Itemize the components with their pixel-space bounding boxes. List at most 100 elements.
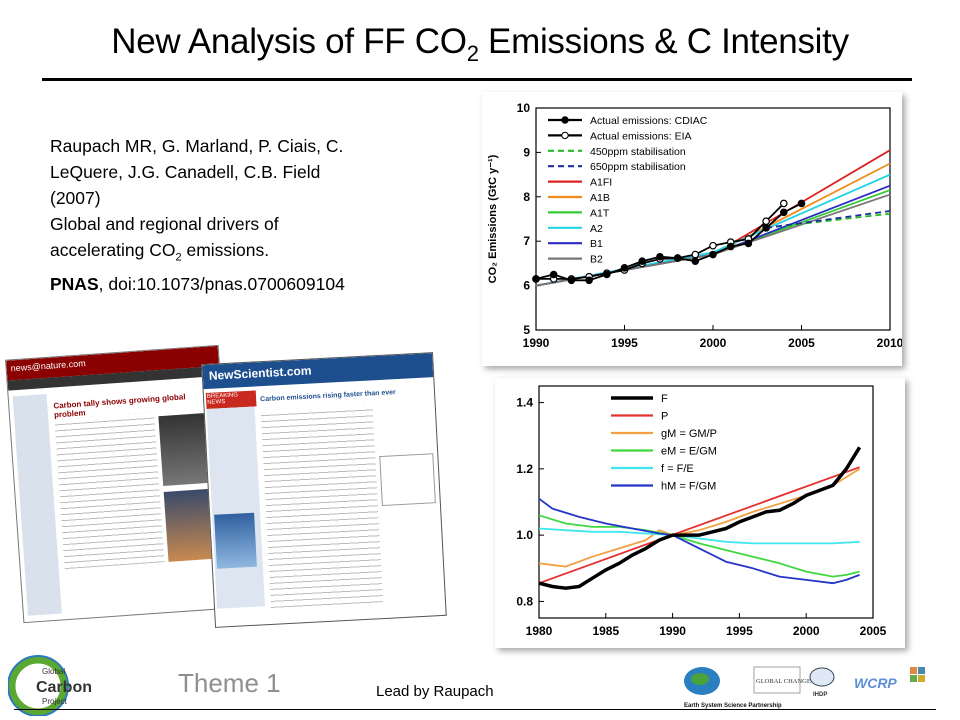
- citation-line: LeQuere, J.G. Canadell, C.B. Field: [50, 162, 321, 182]
- y-tick-label: 9: [523, 145, 530, 159]
- logo-text-project: Project: [42, 697, 68, 706]
- data-point: [797, 199, 806, 208]
- title-underline: [42, 78, 912, 81]
- logo-text-carbon: Carbon: [36, 679, 92, 696]
- data-point: [567, 276, 576, 285]
- x-tick-label: 2010: [877, 336, 902, 350]
- series-line: [538, 497, 860, 585]
- legend-label: gM = GM/P: [661, 428, 717, 440]
- data-point: [638, 257, 647, 265]
- newscientist-header: NewScientist.com: [202, 353, 434, 390]
- data-point: [779, 208, 788, 217]
- data-point: [762, 217, 770, 226]
- x-tick-label: 1995: [726, 624, 753, 638]
- intensity-chart: 1980 1985 1990 1995 2000 2005 0.8 1.0 1.2 1.4 FPgM…: [495, 378, 905, 648]
- series-line: [538, 514, 860, 578]
- y-tick-label: 6: [523, 279, 530, 293]
- data-point: [603, 270, 611, 279]
- y-tick-label: 1.2: [516, 462, 533, 476]
- diversitas-icon: [910, 667, 925, 682]
- x-tick-label: 1985: [592, 624, 619, 638]
- legend-label: A1B: [590, 192, 610, 204]
- data-point: [691, 257, 700, 265]
- data-point: [744, 239, 753, 248]
- global-carbon-project-logo: Global Carbon Project: [8, 655, 92, 716]
- x-tick-label: 2000: [700, 336, 727, 350]
- citation-line: accelerating CO2 emissions.: [50, 237, 450, 271]
- y-tick-label: 5: [523, 323, 530, 337]
- legend-label: eM = E/GM: [661, 446, 717, 458]
- y-tick-label: 7: [523, 234, 530, 248]
- data-point: [691, 250, 700, 259]
- y-tick-label: 1.0: [516, 528, 533, 542]
- logo-text-global: Global: [42, 667, 65, 676]
- partner-logos: Earth System Science Partnership GLOBAL …: [684, 666, 925, 709]
- ihdp-label: IHDP: [813, 692, 827, 698]
- y-tick-label: 0.8: [516, 594, 533, 608]
- data-point: [549, 270, 558, 279]
- citation-text: emissions.: [181, 240, 270, 260]
- emissions-chart: 1990 1995 2000 2005 2010 5 6 7 8 9 10 CO₂ Emissions…: [482, 92, 902, 366]
- legend-label: f = F/E: [661, 463, 694, 475]
- igbp-label: GLOBAL CHANGE: [756, 678, 811, 685]
- y-axis-label: CO₂ Emissions (GtC y⁻¹): [487, 154, 499, 283]
- series-line: [538, 466, 860, 585]
- essp-globe-icon: [684, 667, 720, 695]
- legend-label: hM = F/GM: [661, 481, 716, 493]
- data-point: [726, 242, 735, 251]
- data-point: [709, 250, 717, 259]
- legend-marker: [561, 131, 569, 140]
- legend-label: A2: [590, 223, 603, 235]
- slide-title: New Analysis of FF CO2 Emissions & C Int…: [0, 22, 960, 67]
- x-tick-label: 1995: [611, 336, 638, 350]
- legend-label: F: [661, 393, 668, 405]
- data-point: [532, 275, 540, 283]
- y-tick-label: 8: [523, 190, 530, 204]
- journal-name: PNAS: [50, 273, 99, 294]
- citation-subscript: 2: [175, 251, 182, 264]
- citation-block: Raupach MR, G. Marland, P. Ciais, C. LeQ…: [50, 133, 450, 297]
- data-point: [762, 224, 770, 232]
- legend-marker: [561, 116, 569, 124]
- citation-line: Global and regional drivers of: [50, 214, 279, 234]
- series-line: [538, 527, 860, 545]
- x-tick-label: 2005: [788, 336, 815, 350]
- legend-label: B2: [590, 254, 603, 266]
- newscientist-page-image: NewScientist.com BREAKING NEWS Carbon em…: [201, 352, 447, 628]
- data-point: [673, 254, 682, 262]
- series-line: [765, 210, 891, 229]
- legend-label: 450ppm stabilisation: [590, 146, 686, 158]
- x-tick-label: 2000: [793, 624, 820, 638]
- legend-label: Actual emissions: CDIAC: [590, 115, 708, 127]
- title-prefix: New Analysis of FF CO: [111, 22, 467, 61]
- newscientist-headline: Carbon emissions rising faster than ever: [260, 389, 396, 404]
- y-tick-label: 10: [517, 101, 531, 115]
- citation-line: (2007): [50, 188, 101, 208]
- plot-frame: [538, 385, 874, 619]
- essp-label: Earth System Science Partnership: [684, 703, 782, 709]
- footer-rule: [14, 709, 936, 710]
- data-point: [779, 199, 788, 208]
- data-point: [709, 241, 717, 250]
- x-tick-label: 1990: [523, 336, 550, 350]
- theme-label: Theme 1: [178, 668, 281, 698]
- title-suffix: Emissions & C Intensity: [478, 22, 849, 61]
- y-tick-label: 1.4: [516, 396, 533, 410]
- legend-label: 650ppm stabilisation: [590, 161, 686, 173]
- legend-label: B1: [590, 238, 603, 250]
- citation-text: accelerating CO: [50, 240, 176, 260]
- citation-line: PNAS, doi:10.1073/pnas.0700609104: [50, 271, 450, 297]
- series-line: [538, 446, 862, 590]
- lead-label: Lead by Raupach: [376, 683, 494, 700]
- x-tick-label: 2005: [860, 624, 887, 638]
- title-subscript: 2: [466, 41, 479, 66]
- data-point: [585, 276, 593, 285]
- citation-line: Raupach MR, G. Marland, P. Ciais, C.: [50, 136, 344, 156]
- x-tick-label: 1990: [659, 624, 686, 638]
- data-point: [656, 252, 664, 261]
- legend-label: A1T: [590, 207, 610, 219]
- data-point: [620, 264, 629, 272]
- series-line: [535, 202, 802, 282]
- legend-label: Actual emissions: EIA: [590, 130, 692, 142]
- legend-label: A1FI: [590, 177, 612, 189]
